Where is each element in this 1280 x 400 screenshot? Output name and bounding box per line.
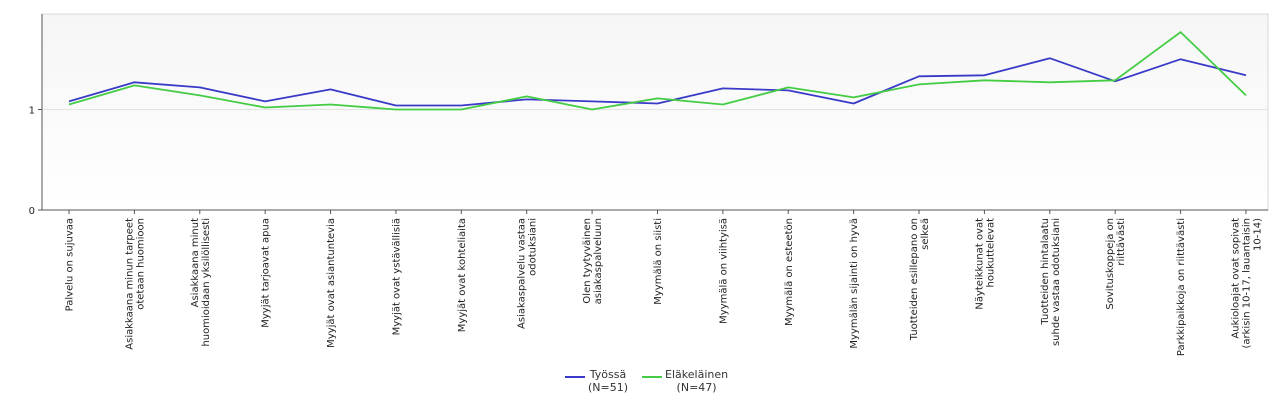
x-tick-label: asiakaspalveluun xyxy=(593,218,604,304)
x-tick-label: Myyjät ovat asiantuntevia xyxy=(326,218,337,348)
x-tick-label: Parkkipaikkoja on riittävästi xyxy=(1176,218,1187,356)
x-tick-label-group: Myymälä on viihtyisä xyxy=(718,218,729,324)
legend: Työssä (N=51) Eläkeläinen (N=47) xyxy=(565,368,728,394)
x-tick-label-group: Myymälä on siisti xyxy=(653,218,664,305)
legend-swatch-tyossa xyxy=(565,376,585,378)
x-tick-label: Aukioloajat ovat sopivat xyxy=(1230,218,1241,339)
legend-swatch-elakelainen xyxy=(642,376,663,378)
x-tick-label-group: Tuotteiden esillepano on selkeä xyxy=(909,218,931,341)
x-tick-label: Myymälä on siisti xyxy=(653,218,664,305)
x-tick-label-group: Palvelu on sujuvaa xyxy=(65,218,76,311)
x-tick-label: Asiakkaana minut xyxy=(190,218,201,307)
x-tick-label-group: Aukioloajat ovat sopivat (arkisin 10-17, … xyxy=(1230,218,1263,349)
x-tick-label: selkeä xyxy=(920,218,931,250)
x-tick-label-group: Asiakaspalvelu vastaa odotuksiani xyxy=(517,218,539,329)
x-tick-label: (arkisin 10-17, lauantaisin xyxy=(1241,218,1252,349)
x-tick-label-group: Myyjät ovat kohteliaita xyxy=(457,218,468,332)
x-tick-label-group: Asiakkaana minun tarpeet otetaan huomioon xyxy=(124,218,146,350)
x-tick-label: odotuksiani xyxy=(528,218,539,276)
x-tick-label-group: Tuotteiden hintalaatu suhde vastaa odotuk… xyxy=(1040,218,1062,346)
x-tick-label-group: Olen tyytyväinen asiakaspalveluun xyxy=(582,218,604,304)
legend-count-elakelainen: (N=47) xyxy=(676,381,717,394)
x-tick-label: Tuotteiden esillepano on xyxy=(909,218,920,341)
x-tick-label-group: Myyjät ovat asiantuntevia xyxy=(326,218,337,348)
x-tick-label: riittävästi xyxy=(1116,218,1127,266)
x-tick-label: huomioidaan yksilöllisesti xyxy=(201,218,212,347)
x-tick-label: Palvelu on sujuvaa xyxy=(65,218,76,311)
x-tick-label: Tuotteiden hintalaatu xyxy=(1040,218,1051,326)
x-tick-label: Myyjät ovat ystävällisiä xyxy=(391,218,402,335)
x-tick-label: Olen tyytyväinen xyxy=(582,218,593,304)
x-tick-label: Myymälän sijainti on hyvä xyxy=(849,218,860,349)
y-tick-label: 0 xyxy=(29,206,35,217)
x-tick-label: Sovituskoppeja on xyxy=(1105,218,1116,310)
x-tick-label-group: Sovituskoppeja on riittävästi xyxy=(1105,218,1127,310)
x-tick-label: Myymälä on viihtyisä xyxy=(718,218,729,324)
x-tick-label-group: Myyjät tarjoavat apua xyxy=(261,218,272,328)
plot-area xyxy=(41,13,1269,211)
x-tick-label-group: Myyjät ovat ystävällisiä xyxy=(391,218,402,335)
x-tick-label: otetaan huomioon xyxy=(135,218,146,310)
y-tick-label: 1 xyxy=(29,105,35,116)
x-tick-label: Asiakkaana minun tarpeet xyxy=(124,218,135,350)
series-line-elakelainen xyxy=(68,31,1247,111)
x-tick-label-group: Myymälän sijainti on hyvä xyxy=(849,218,860,349)
legend-label-elakelainen: Eläkeläinen xyxy=(665,368,729,381)
series-line-tyossa xyxy=(68,57,1247,107)
legend-label-tyossa: Työssä xyxy=(589,368,627,381)
x-tick-label-group: Asiakkaana minut huomioidaan yksilöllises… xyxy=(190,218,212,347)
legend-count-tyossa: (N=51) xyxy=(588,381,629,394)
legend-item-elakelainen: Eläkeläinen (N=47) xyxy=(642,368,728,394)
legend-item-tyossa: Työssä (N=51) xyxy=(565,368,628,394)
x-tick-label-group: Parkkipaikkoja on riittävästi xyxy=(1176,218,1187,356)
x-tick-label: suhde vastaa odotuksiani xyxy=(1051,218,1062,346)
x-tick-label: Myyjät ovat kohteliaita xyxy=(457,218,468,332)
x-tick-label: Myymälä on esteetön xyxy=(784,218,795,326)
x-tick-label: Näyteikkunat ovat xyxy=(974,218,985,310)
x-tick-label-group: Näyteikkunat ovat houkuttelevat xyxy=(974,218,996,310)
x-tick-label: Asiakaspalvelu vastaa xyxy=(517,218,528,329)
x-tick-label: houkuttelevat xyxy=(985,218,996,288)
x-tick-label-group: Myymälä on esteetön xyxy=(784,218,795,326)
x-tick-label: Myyjät tarjoavat apua xyxy=(261,218,272,328)
x-tick-label: 10-14) xyxy=(1252,218,1263,251)
